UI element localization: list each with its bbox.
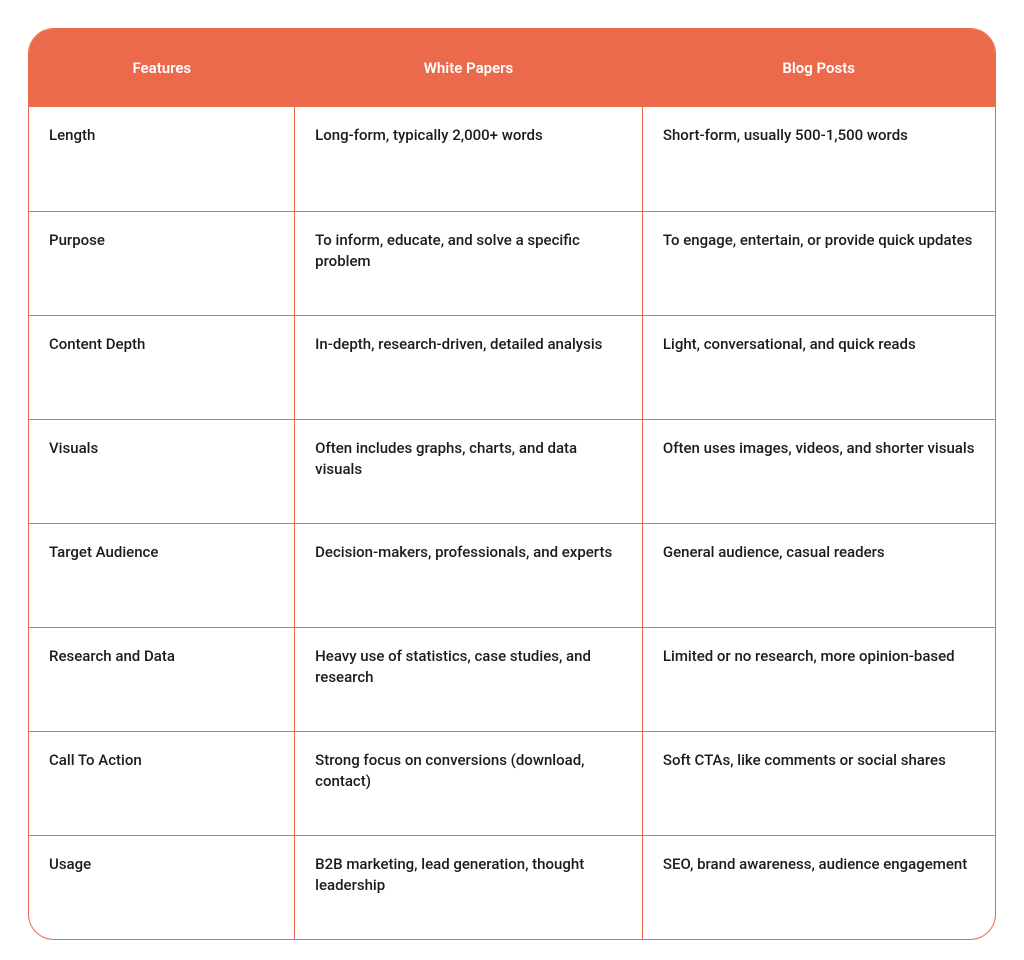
header-white-papers: White Papers [295,29,643,107]
feature-cell: Content Depth [29,315,295,419]
table-row: Purpose To inform, educate, and solve a … [29,211,995,315]
white-papers-cell: Often includes graphs, charts, and data … [295,419,643,523]
feature-cell: Research and Data [29,627,295,731]
white-papers-cell: To inform, educate, and solve a specific… [295,211,643,315]
feature-cell: Call To Action [29,731,295,835]
blog-posts-cell: Limited or no research, more opinion-bas… [642,627,995,731]
header-features: Features [29,29,295,107]
white-papers-cell: Heavy use of statistics, case studies, a… [295,627,643,731]
table-row: Usage B2B marketing, lead generation, th… [29,835,995,939]
feature-cell: Target Audience [29,523,295,627]
comparison-table: Features White Papers Blog Posts Length … [29,29,995,939]
white-papers-cell: In-depth, research-driven, detailed anal… [295,315,643,419]
white-papers-cell: Decision-makers, professionals, and expe… [295,523,643,627]
white-papers-cell: Long-form, typically 2,000+ words [295,107,643,211]
table-row: Content Depth In-depth, research-driven,… [29,315,995,419]
blog-posts-cell: SEO, brand awareness, audience engagemen… [642,835,995,939]
blog-posts-cell: To engage, entertain, or provide quick u… [642,211,995,315]
feature-cell: Length [29,107,295,211]
white-papers-cell: Strong focus on conversions (download, c… [295,731,643,835]
blog-posts-cell: Often uses images, videos, and shorter v… [642,419,995,523]
feature-cell: Purpose [29,211,295,315]
blog-posts-cell: Short-form, usually 500-1,500 words [642,107,995,211]
blog-posts-cell: General audience, casual readers [642,523,995,627]
white-papers-cell: B2B marketing, lead generation, thought … [295,835,643,939]
comparison-table-container: Features White Papers Blog Posts Length … [28,28,996,940]
blog-posts-cell: Light, conversational, and quick reads [642,315,995,419]
table-row: Call To Action Strong focus on conversio… [29,731,995,835]
table-row: Length Long-form, typically 2,000+ words… [29,107,995,211]
header-blog-posts: Blog Posts [642,29,995,107]
blog-posts-cell: Soft CTAs, like comments or social share… [642,731,995,835]
table-header-row: Features White Papers Blog Posts [29,29,995,107]
feature-cell: Visuals [29,419,295,523]
feature-cell: Usage [29,835,295,939]
table-row: Visuals Often includes graphs, charts, a… [29,419,995,523]
table-row: Research and Data Heavy use of statistic… [29,627,995,731]
table-row: Target Audience Decision-makers, profess… [29,523,995,627]
